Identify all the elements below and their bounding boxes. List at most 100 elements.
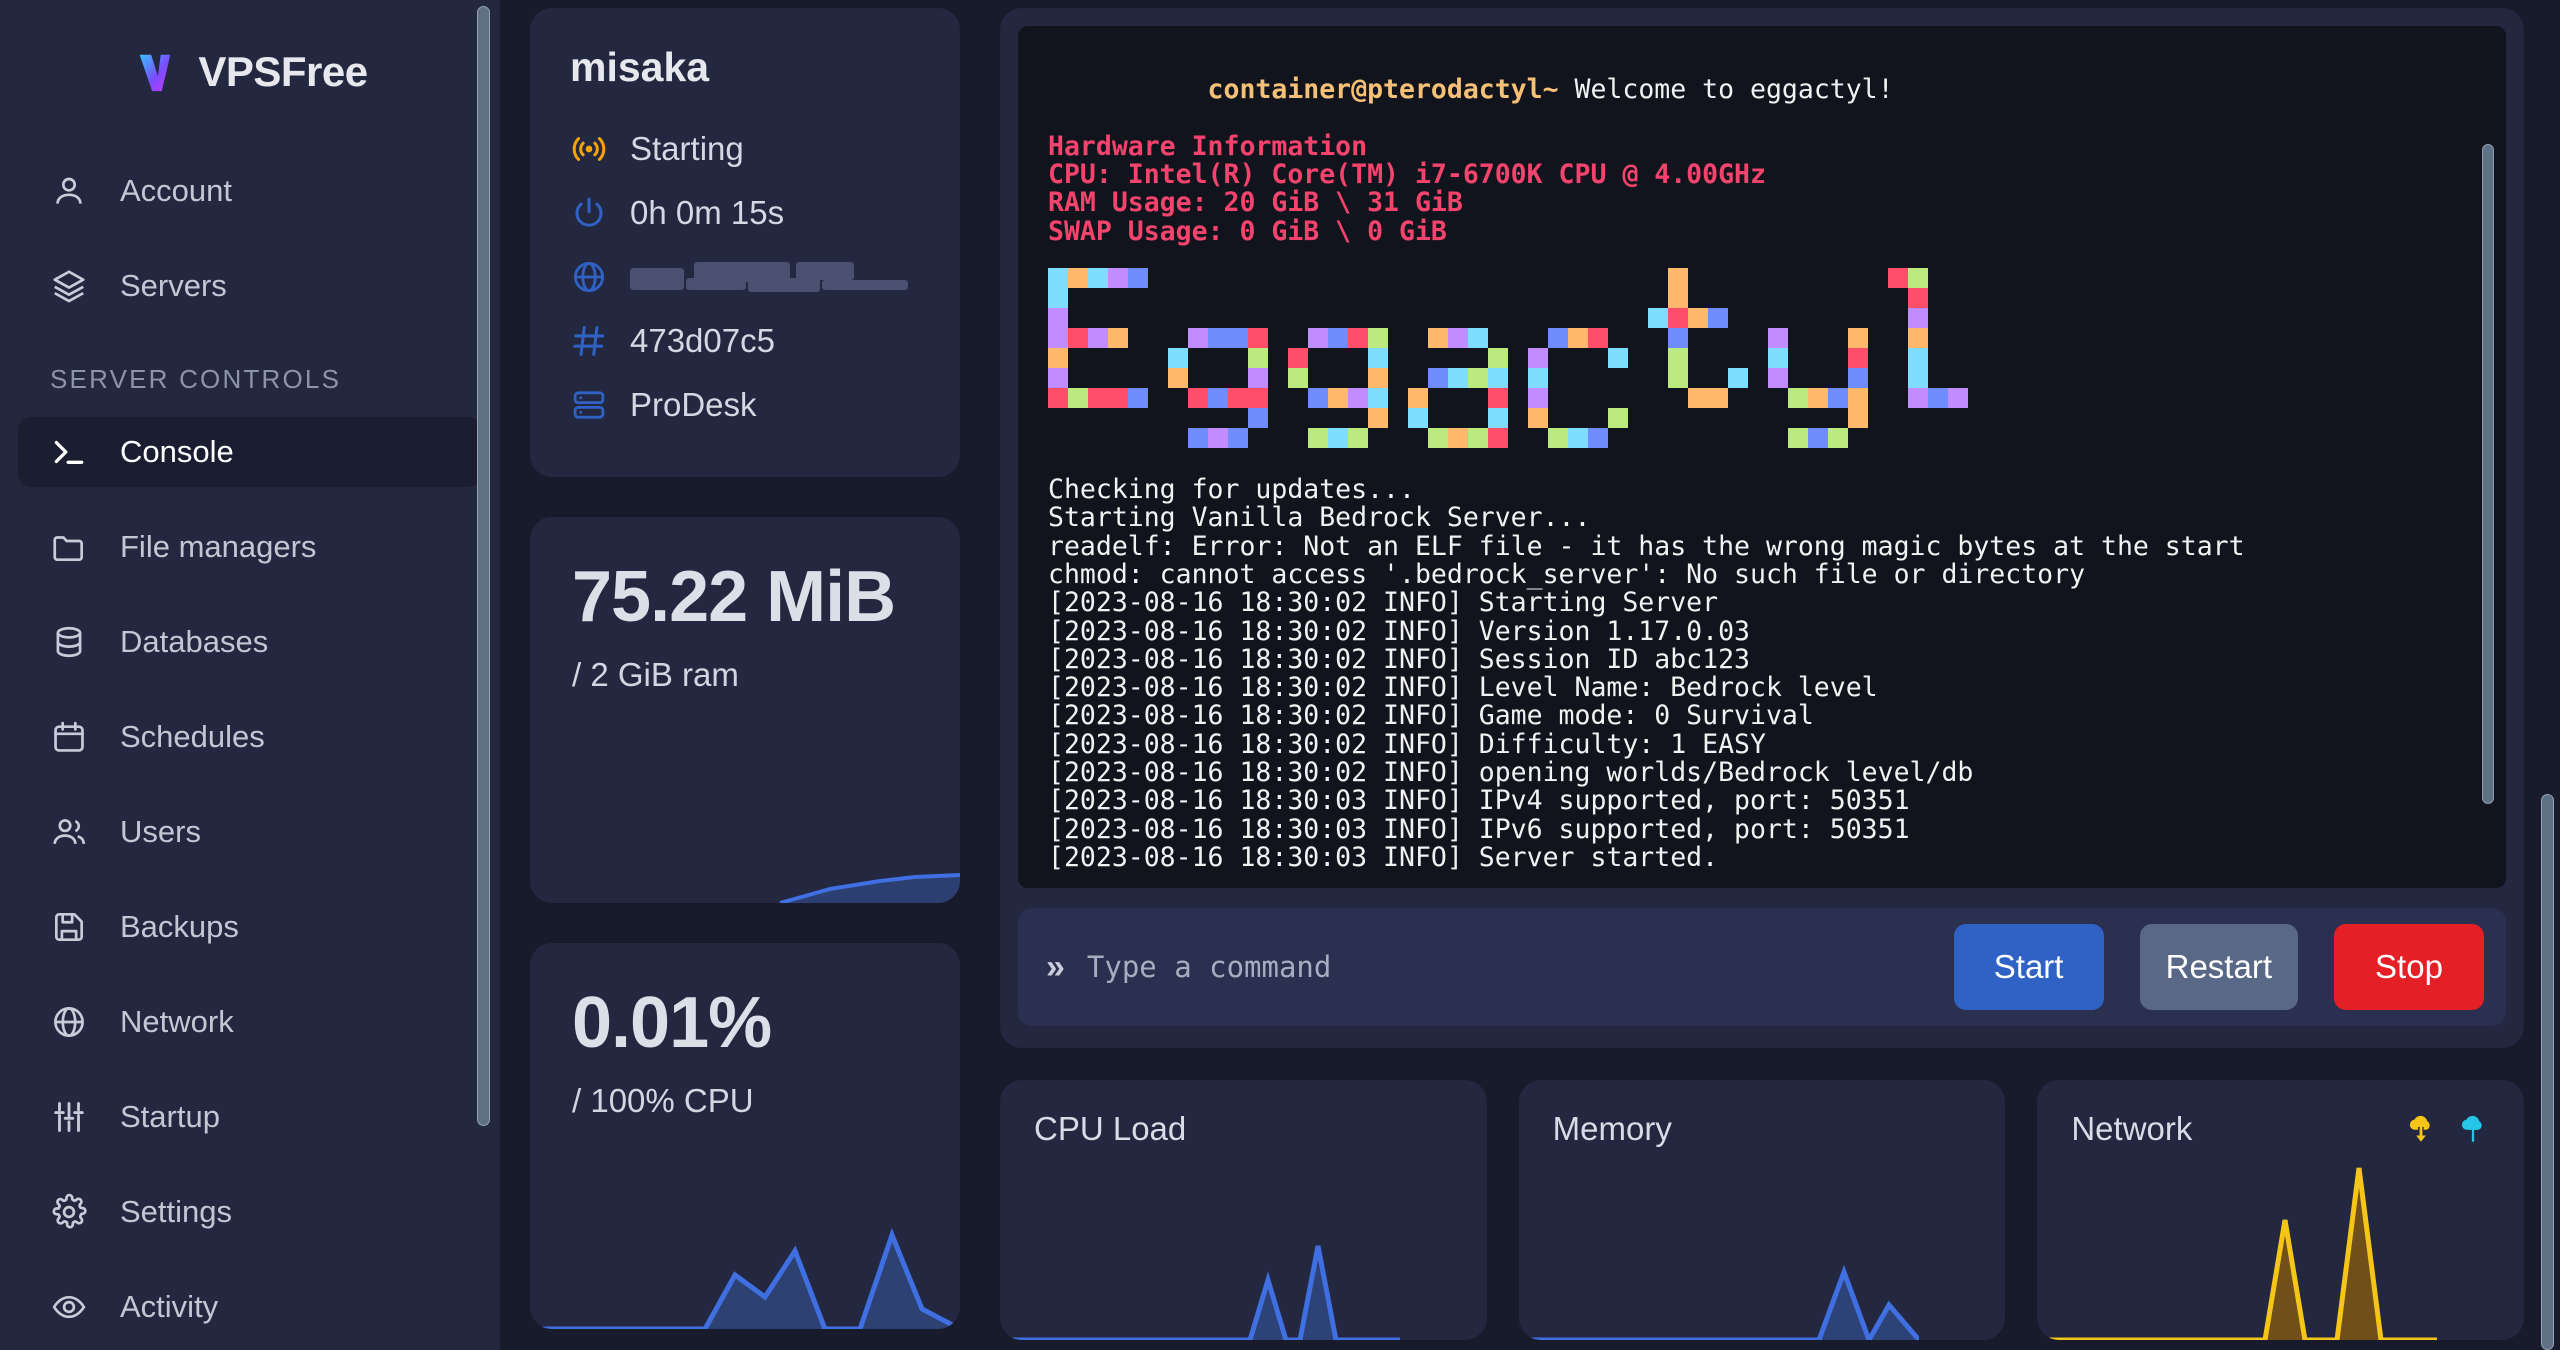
activity-eye-icon xyxy=(52,1295,86,1319)
cpu-load-area-chart xyxy=(1000,1245,1400,1340)
terminal-log-line: [2023-08-16 18:30:02 INFO] Difficulty: 1… xyxy=(1048,728,1766,760)
start-button[interactable]: Start xyxy=(1953,924,2104,1010)
sliders-icon xyxy=(54,1102,84,1132)
sidebar-item-startup[interactable]: Startup xyxy=(18,1082,482,1152)
sidebar-item-activity[interactable]: Activity xyxy=(18,1272,482,1342)
sidebar-item-label: Servers xyxy=(120,268,227,303)
chevron-right-icon: » xyxy=(1046,948,1065,986)
sidebar-item-network[interactable]: Network xyxy=(18,987,482,1057)
sidebar-item-label: Network xyxy=(120,1004,234,1039)
user-icon xyxy=(56,177,82,204)
sidebar-item-label: Backups xyxy=(120,909,239,944)
chart-title: Network xyxy=(2071,1110,2193,1147)
sidebar-item-servers[interactable]: Servers xyxy=(18,251,482,321)
server-id-row: 473d07c5 xyxy=(570,309,920,373)
terminal-log-line: [2023-08-16 18:30:03 INFO] IPv6 supporte… xyxy=(1048,813,1910,845)
cpu-stat-sub: / 100% CPU xyxy=(572,1082,754,1120)
terminal-log-line: [2023-08-16 18:30:03 INFO] IPv4 supporte… xyxy=(1048,785,1910,817)
chart-header: CPU Load xyxy=(1034,1110,1453,1148)
cpu-stat-value: 0.01% xyxy=(572,983,772,1063)
broadcast-icon xyxy=(572,137,606,161)
sidebar-item-label: Console xyxy=(120,434,234,469)
sidebar-item-label: Schedules xyxy=(120,719,265,754)
hash-icon xyxy=(573,326,605,356)
sidebar-item-backups[interactable]: Backups xyxy=(18,892,482,962)
console-card: container@pterodactyl~ Welcome to eggact… xyxy=(1000,8,2524,1048)
memory-stat-card: 75.22 MiB / 2 GiB ram xyxy=(530,517,960,903)
sidebar-item-label: Users xyxy=(120,814,201,849)
memory-chart-card: Memory xyxy=(1518,1080,2006,1340)
terminal-scrollbar-thumb[interactable] xyxy=(2482,144,2494,804)
command-input[interactable] xyxy=(1086,950,1918,984)
sidebar-scrollbar-thumb[interactable] xyxy=(477,6,490,1126)
server-info-card: misaka Starting 0h 0m 15s xyxy=(530,8,960,477)
server-node-row: ProDesk xyxy=(570,373,920,437)
server-status-row: Starting xyxy=(570,117,920,181)
sidebar-item-label: Activity xyxy=(120,1289,219,1324)
sidebar-item-schedules[interactable]: Schedules xyxy=(18,702,482,772)
terminal-log-line: [2023-08-16 18:30:03 INFO] Server starte… xyxy=(1048,841,1719,873)
sidebar-item-account[interactable]: Account xyxy=(18,156,482,226)
power-icon xyxy=(575,197,603,227)
sidebar-item-label: Settings xyxy=(120,1194,233,1229)
calendar-icon xyxy=(54,721,84,752)
sidebar-item-console[interactable]: Console xyxy=(18,417,482,487)
server-address-row xyxy=(570,245,920,309)
terminal-log-line: [2023-08-16 18:30:02 INFO] Starting Serv… xyxy=(1048,587,1719,619)
sidebar-item-databases[interactable]: Databases xyxy=(18,607,482,677)
chart-title: Memory xyxy=(1552,1110,1672,1147)
chart-header: Network xyxy=(2071,1110,2490,1148)
terminal-log-line: [2023-08-16 18:30:02 INFO] Level Name: B… xyxy=(1048,672,1878,704)
terminal-log-line: [2023-08-16 18:30:02 INFO] opening world… xyxy=(1048,757,1974,789)
cloud-upload-icon[interactable] xyxy=(2456,1112,2490,1146)
cpu-sparkline xyxy=(530,1227,960,1329)
command-bar: » Start Restart Stop xyxy=(1018,908,2506,1026)
charts-row: CPU Load Memory Network xyxy=(1000,1080,2525,1340)
sidebar-item-label: Databases xyxy=(120,624,269,659)
save-disk-icon xyxy=(54,912,84,942)
sidebar: VPSFree Account Servers SERVER CONTROLS … xyxy=(0,0,500,1350)
chart-title: CPU Load xyxy=(1034,1110,1187,1147)
server-name: misaka xyxy=(570,44,710,90)
eggactyl-ascii-banner xyxy=(1048,268,2476,458)
terminal-log-line: [2023-08-16 18:30:02 INFO] Game mode: 0 … xyxy=(1048,700,1814,732)
server-node-label: ProDesk xyxy=(630,386,757,423)
cloud-download-icon[interactable] xyxy=(2404,1112,2438,1146)
terminal-header-line: RAM Usage: 20 GiB \ 31 GiB xyxy=(1048,187,1463,219)
sidebar-item-label: Startup xyxy=(120,1099,220,1134)
eggactyl-banner-pixels xyxy=(1048,268,1968,449)
sidebar-item-file-managers[interactable]: File managers xyxy=(18,512,482,582)
terminal-icon xyxy=(54,440,84,464)
terminal-log-line: Starting Vanilla Bedrock Server... xyxy=(1048,502,1591,534)
sidebar-item-users[interactable]: Users xyxy=(18,797,482,867)
terminal-log-line: chmod: cannot access '.bedrock_server': … xyxy=(1048,558,2086,590)
terminal-output[interactable]: container@pterodactyl~ Welcome to eggact… xyxy=(1018,26,2506,888)
server-address-redacted xyxy=(630,260,908,294)
cpu-stat-card: 0.01% / 100% CPU xyxy=(530,943,960,1329)
terminal-prompt: container@pterodactyl~ xyxy=(1207,74,1559,106)
terminal-log-line: Checking for updates... xyxy=(1048,474,1415,506)
terminal-log-lines: Checking for updates... Starting Vanilla … xyxy=(1048,474,2476,873)
terminal-log-line: [2023-08-16 18:30:02 INFO] Version 1.17.… xyxy=(1048,615,1750,647)
page-scrollbar-thumb[interactable] xyxy=(2541,794,2554,1350)
server-uptime-label: 0h 0m 15s xyxy=(630,194,785,231)
terminal-header-line: SWAP Usage: 0 GiB \ 0 GiB xyxy=(1048,215,1447,247)
memory-stat-sub: / 2 GiB ram xyxy=(572,656,739,694)
brand-name: VPSFree xyxy=(198,48,368,95)
stop-button[interactable]: Stop xyxy=(2334,924,2484,1010)
terminal-header-line: container@pterodactyl~ Welcome to eggact… xyxy=(1048,48,2476,133)
sidebar-item-label: File managers xyxy=(120,529,317,564)
brand[interactable]: VPSFree xyxy=(0,34,500,110)
terminal-header-line: CPU: Intel(R) Core(TM) i7-6700K CPU @ 4.… xyxy=(1048,159,1766,191)
network-legend xyxy=(2404,1112,2490,1146)
chart-header: Memory xyxy=(1553,1110,1972,1148)
sidebar-item-settings[interactable]: Settings xyxy=(18,1177,482,1247)
server-summary-column: misaka Starting 0h 0m 15s xyxy=(500,0,990,1350)
restart-button[interactable]: Restart xyxy=(2139,924,2298,1010)
network-chart-card: Network xyxy=(2037,1080,2525,1340)
sidebar-section-label: SERVER CONTROLS xyxy=(50,364,342,394)
terminal-welcome: Welcome to eggactyl! xyxy=(1558,74,1894,106)
server-status-label: Starting xyxy=(630,130,744,167)
users-icon xyxy=(53,819,86,845)
